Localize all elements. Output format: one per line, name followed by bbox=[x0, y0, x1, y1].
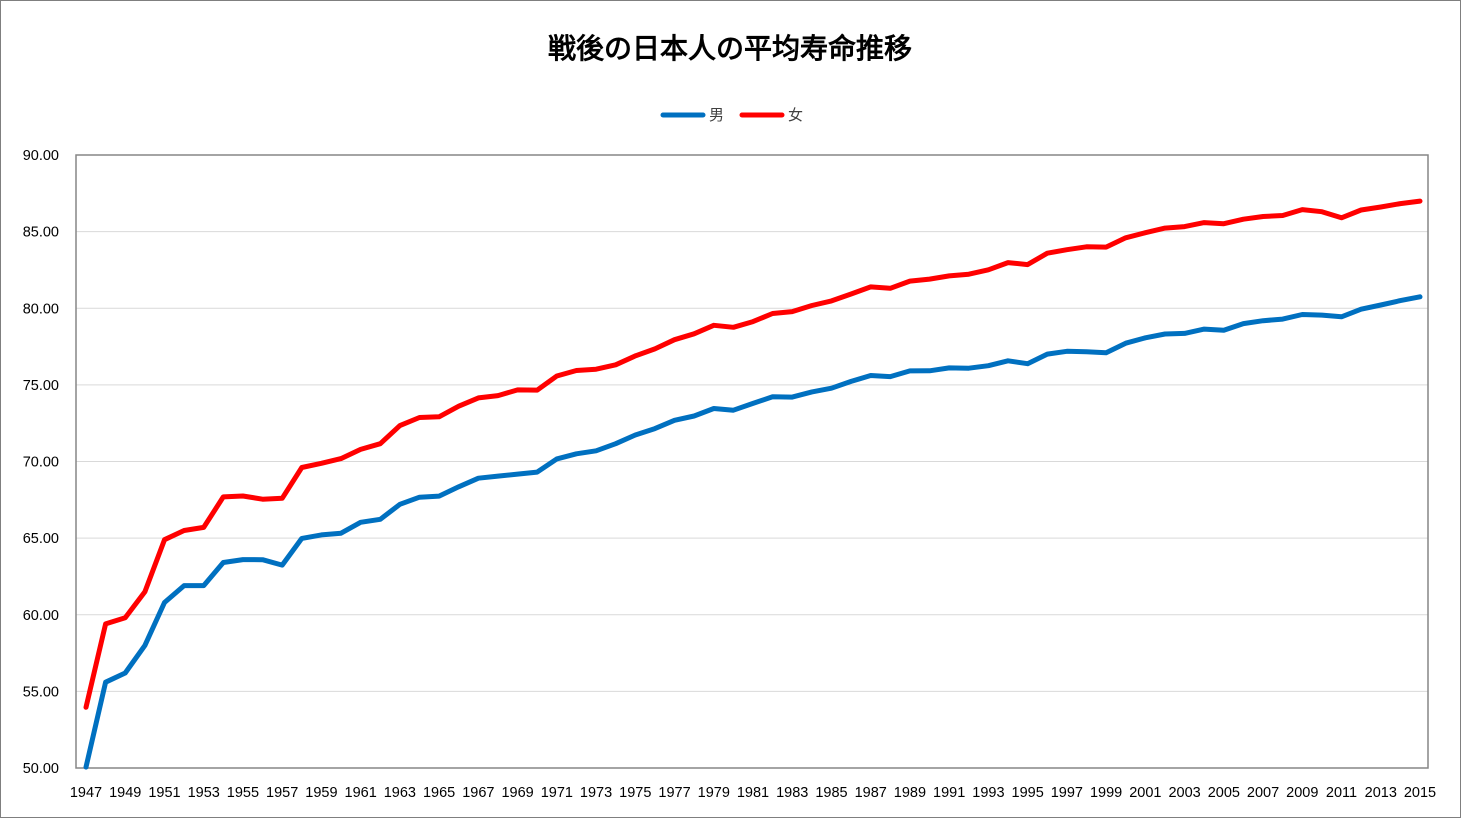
legend-label: 女 bbox=[788, 106, 803, 124]
x-tick-label: 1993 bbox=[972, 785, 1004, 801]
x-tick-label: 2005 bbox=[1208, 785, 1240, 801]
y-tick-label: 75.00 bbox=[23, 378, 59, 394]
legend-label: 男 bbox=[709, 106, 724, 124]
y-tick-label: 80.00 bbox=[23, 301, 59, 317]
y-tick-label: 50.00 bbox=[23, 761, 59, 777]
x-tick-label: 1953 bbox=[188, 785, 220, 801]
x-tick-label: 2009 bbox=[1286, 785, 1318, 801]
x-tick-label: 2011 bbox=[1326, 785, 1357, 801]
x-tick-label: 1977 bbox=[658, 785, 690, 801]
x-tick-label: 1997 bbox=[1051, 785, 1083, 801]
x-tick-label: 1987 bbox=[855, 785, 887, 801]
x-tick-label: 1961 bbox=[345, 785, 377, 801]
x-tick-label: 1947 bbox=[70, 785, 102, 801]
x-tick-label: 1965 bbox=[423, 785, 455, 801]
x-tick-label: 1967 bbox=[462, 785, 494, 801]
y-tick-label: 90.00 bbox=[23, 148, 59, 164]
x-tick-label: 1981 bbox=[737, 785, 769, 801]
y-tick-label: 55.00 bbox=[23, 684, 59, 700]
x-tick-label: 1979 bbox=[698, 785, 730, 801]
legend: 男女 bbox=[660, 106, 803, 124]
x-tick-label: 1991 bbox=[933, 785, 965, 801]
x-tick-label: 2013 bbox=[1365, 785, 1397, 801]
x-tick-label: 1989 bbox=[894, 785, 926, 801]
x-tick-label: 1969 bbox=[501, 785, 533, 801]
x-tick-label: 1983 bbox=[776, 785, 808, 801]
gridlines bbox=[76, 231, 1428, 692]
x-tick-label: 1955 bbox=[227, 785, 259, 801]
series-line-男 bbox=[83, 294, 1423, 770]
y-tick-label: 60.00 bbox=[23, 608, 59, 624]
x-tick-label: 2003 bbox=[1168, 785, 1200, 801]
x-tick-label: 1985 bbox=[815, 785, 847, 801]
x-tick-label: 1949 bbox=[109, 785, 141, 801]
x-tick-label: 1963 bbox=[384, 785, 416, 801]
x-tick-label: 1995 bbox=[1012, 785, 1044, 801]
series-line-女 bbox=[83, 198, 1423, 710]
y-tick-label: 70.00 bbox=[23, 455, 59, 471]
y-tick-label: 65.00 bbox=[23, 531, 59, 547]
x-tick-label: 1971 bbox=[541, 785, 573, 801]
x-tick-label: 1973 bbox=[580, 785, 612, 801]
chart-title: 戦後の日本人の平均寿命推移 bbox=[548, 32, 912, 65]
x-tick-label: 2001 bbox=[1129, 785, 1161, 801]
series-lines bbox=[83, 198, 1423, 770]
x-tick-label: 2007 bbox=[1247, 785, 1279, 801]
x-tick-label: 1951 bbox=[148, 785, 180, 801]
x-tick-label: 1999 bbox=[1090, 785, 1122, 801]
y-axis-ticks: 50.00 55.00 60.00 65.00 70.00 75.00 80.00 85.00… bbox=[23, 148, 59, 777]
x-tick-label: 1959 bbox=[305, 785, 337, 801]
x-axis-ticks: 1947 1949 1951 1953 1955 1957 1959 1961 1963 1965… bbox=[70, 785, 1436, 801]
x-tick-label: 1957 bbox=[266, 785, 298, 801]
x-tick-label: 1975 bbox=[619, 785, 651, 801]
y-tick-label: 85.00 bbox=[23, 225, 59, 241]
x-tick-label: 2015 bbox=[1404, 785, 1436, 801]
plot-area-border bbox=[75, 154, 1429, 769]
